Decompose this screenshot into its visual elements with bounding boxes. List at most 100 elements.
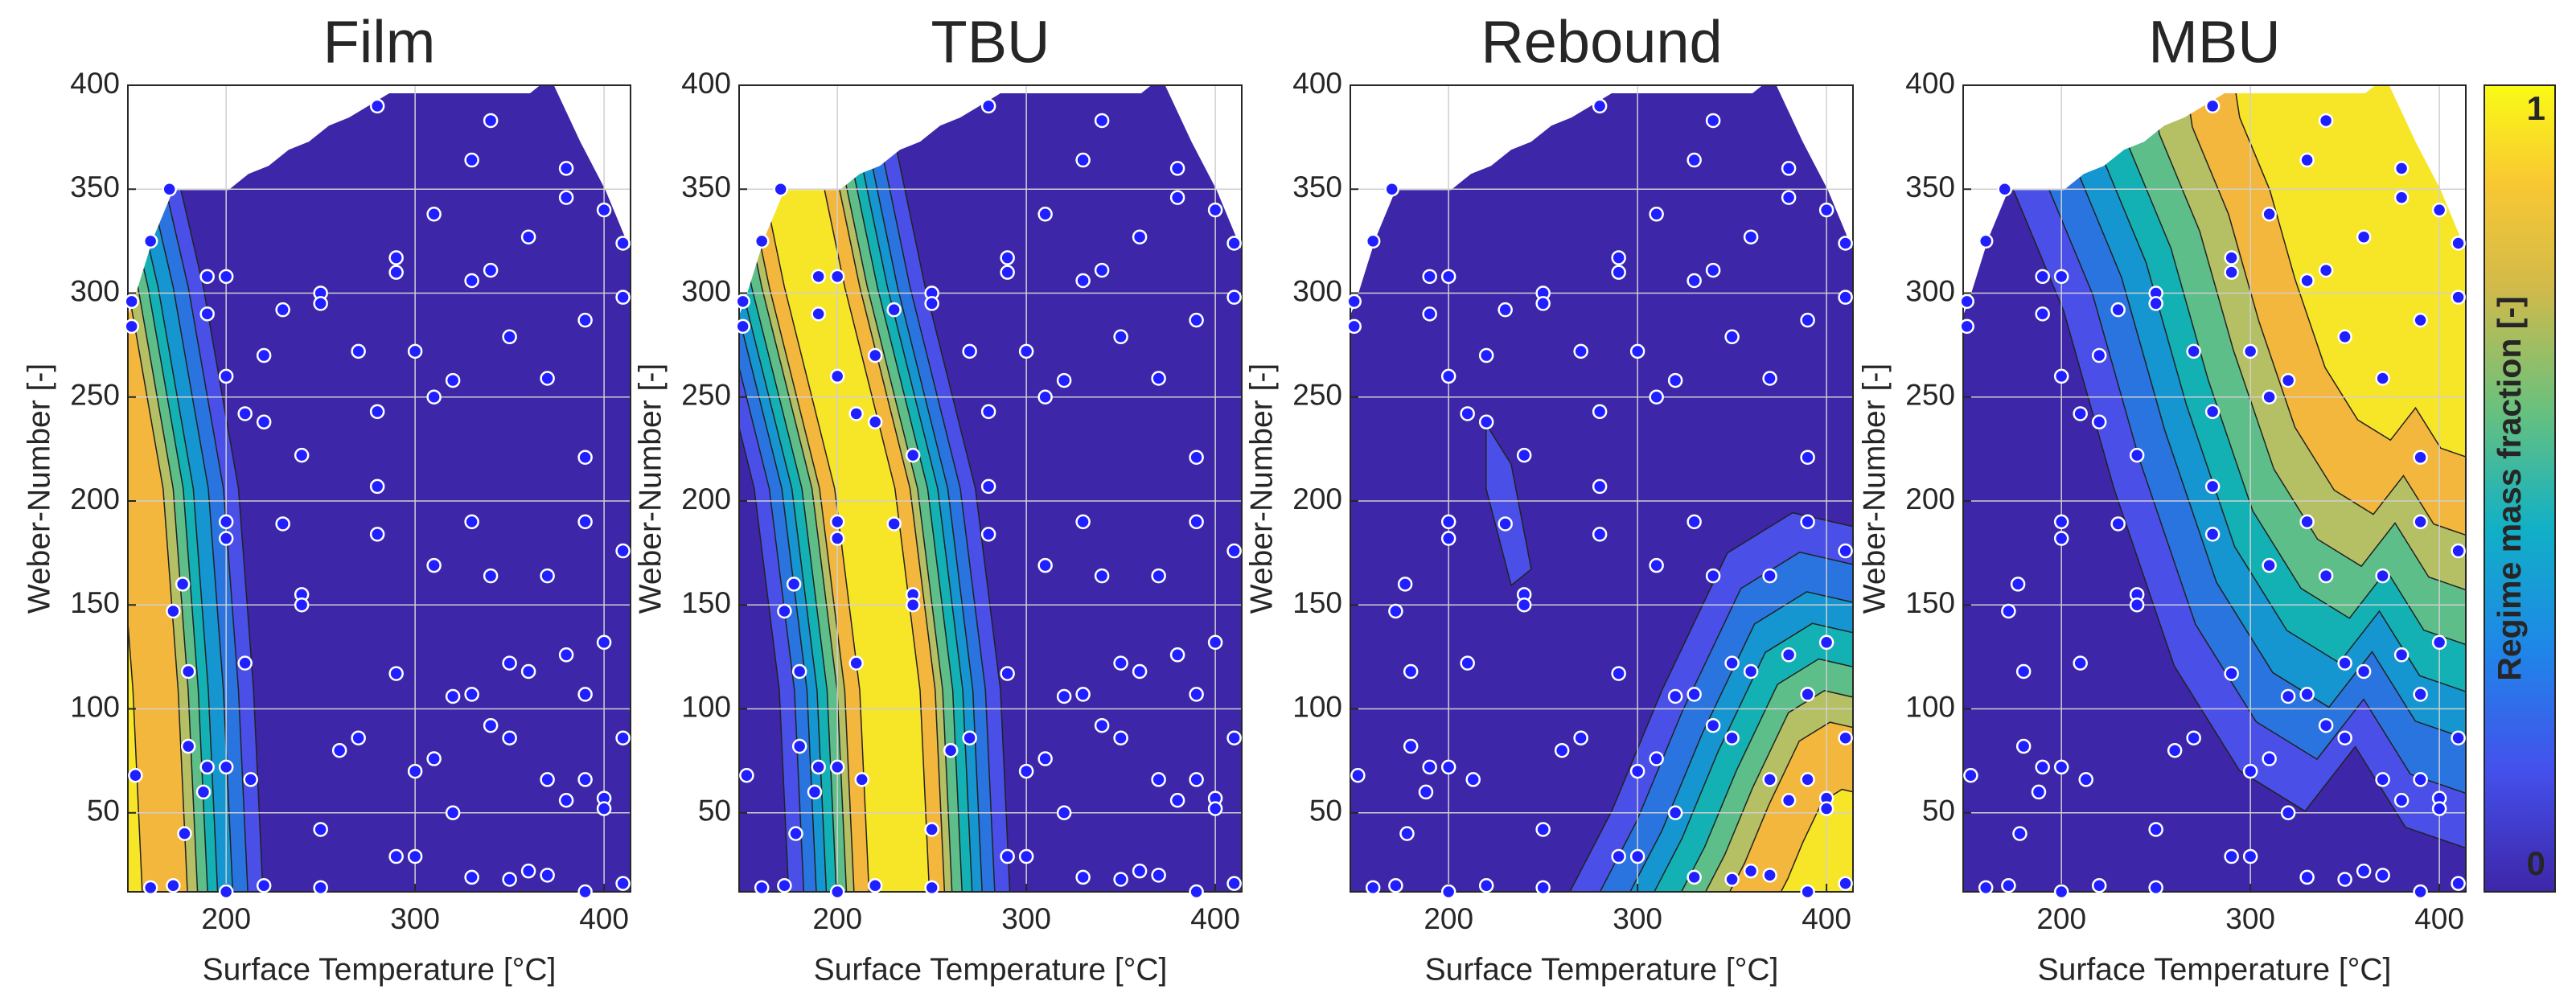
data-point [407, 343, 423, 359]
data-point [2413, 772, 2428, 787]
data-point [2337, 655, 2352, 671]
y-tick-label: 250 [70, 379, 120, 412]
data-point [829, 368, 845, 384]
data-point [426, 389, 442, 405]
data-point [848, 655, 864, 671]
data-point [1573, 730, 1588, 745]
data-point [1189, 450, 1204, 465]
y-tick-label: 50 [1922, 795, 1955, 827]
data-point [1151, 868, 1166, 883]
data-point [2262, 557, 2277, 573]
data-point [218, 368, 234, 384]
data-point [142, 233, 158, 249]
data-point [829, 531, 845, 546]
data-point [2015, 663, 2032, 680]
data-point [615, 730, 631, 745]
y-tick-label: 400 [70, 67, 120, 100]
data-point [2451, 876, 2466, 891]
data-point [1094, 717, 1110, 733]
data-point [2129, 447, 2145, 463]
data-point [807, 784, 823, 800]
data-point [2012, 826, 2028, 841]
data-point [1629, 343, 1645, 359]
data-point [905, 597, 921, 613]
data-point [1346, 318, 1362, 335]
data-point [1037, 557, 1053, 573]
data-point [218, 759, 234, 775]
data-point [1535, 822, 1551, 837]
data-point [1169, 793, 1185, 808]
y-axis-label: Weber-Number [-] [1244, 363, 1279, 614]
data-point [426, 751, 442, 766]
data-point [2337, 872, 2352, 887]
data-point [502, 329, 517, 345]
data-point [1399, 826, 1415, 841]
data-point [1113, 655, 1128, 671]
data-point [980, 527, 996, 542]
data-point [577, 312, 593, 328]
data-point [2431, 634, 2447, 651]
data-point [1207, 202, 1223, 218]
data-point [1687, 152, 1702, 168]
data-point [1226, 236, 1242, 251]
data-point [1226, 543, 1242, 559]
data-point [199, 759, 215, 775]
data-point [905, 447, 921, 463]
data-point [275, 302, 290, 318]
data-point [1094, 568, 1110, 584]
data-point [615, 876, 631, 891]
data-point [369, 527, 385, 542]
data-point [2010, 577, 2026, 592]
data-point [2393, 190, 2410, 205]
data-point [218, 269, 234, 285]
data-point [1460, 406, 1475, 421]
data-point [1649, 207, 1664, 222]
data-point [445, 688, 461, 704]
data-point [464, 869, 479, 885]
data-point [2356, 863, 2372, 879]
data-point [596, 634, 612, 651]
data-point [2413, 514, 2428, 530]
axes-frame [738, 84, 1243, 893]
data-point [520, 863, 536, 879]
data-point [2129, 597, 2145, 613]
data-point [1018, 763, 1034, 779]
y-axis-label: Weber-Number [-] [22, 363, 56, 614]
data-point [2337, 329, 2352, 345]
data-point [2053, 514, 2069, 530]
data-point [1094, 262, 1110, 278]
data-point [256, 414, 272, 430]
data-point [2299, 273, 2315, 289]
data-point [1997, 182, 2012, 197]
x-tick-label: 200 [201, 902, 251, 935]
data-point [1762, 568, 1777, 584]
data-point [180, 663, 196, 680]
data-point [483, 568, 499, 584]
data-point [1516, 447, 1532, 463]
data-point [1535, 296, 1551, 311]
data-point [577, 450, 593, 465]
x-tick-label: 300 [1001, 902, 1051, 935]
data-point [615, 236, 631, 251]
data-point [243, 772, 258, 787]
data-point [2053, 759, 2069, 775]
y-tick-label: 150 [1292, 586, 1342, 619]
data-point [388, 265, 404, 280]
data-point [1724, 872, 1740, 887]
data-point [577, 687, 593, 702]
data-point [1422, 306, 1437, 322]
data-point [2224, 666, 2239, 681]
data-point [980, 478, 996, 495]
data-point [1535, 880, 1551, 896]
data-point [1056, 372, 1072, 388]
data-point [962, 343, 977, 359]
data-point [142, 880, 158, 896]
data-point [2053, 531, 2069, 546]
y-tick-label: 100 [681, 690, 731, 723]
data-point [558, 161, 574, 176]
data-point [2262, 751, 2277, 766]
data-point [1189, 884, 1204, 900]
data-point [2031, 784, 2047, 800]
data-point [577, 884, 593, 900]
data-point [162, 182, 177, 197]
